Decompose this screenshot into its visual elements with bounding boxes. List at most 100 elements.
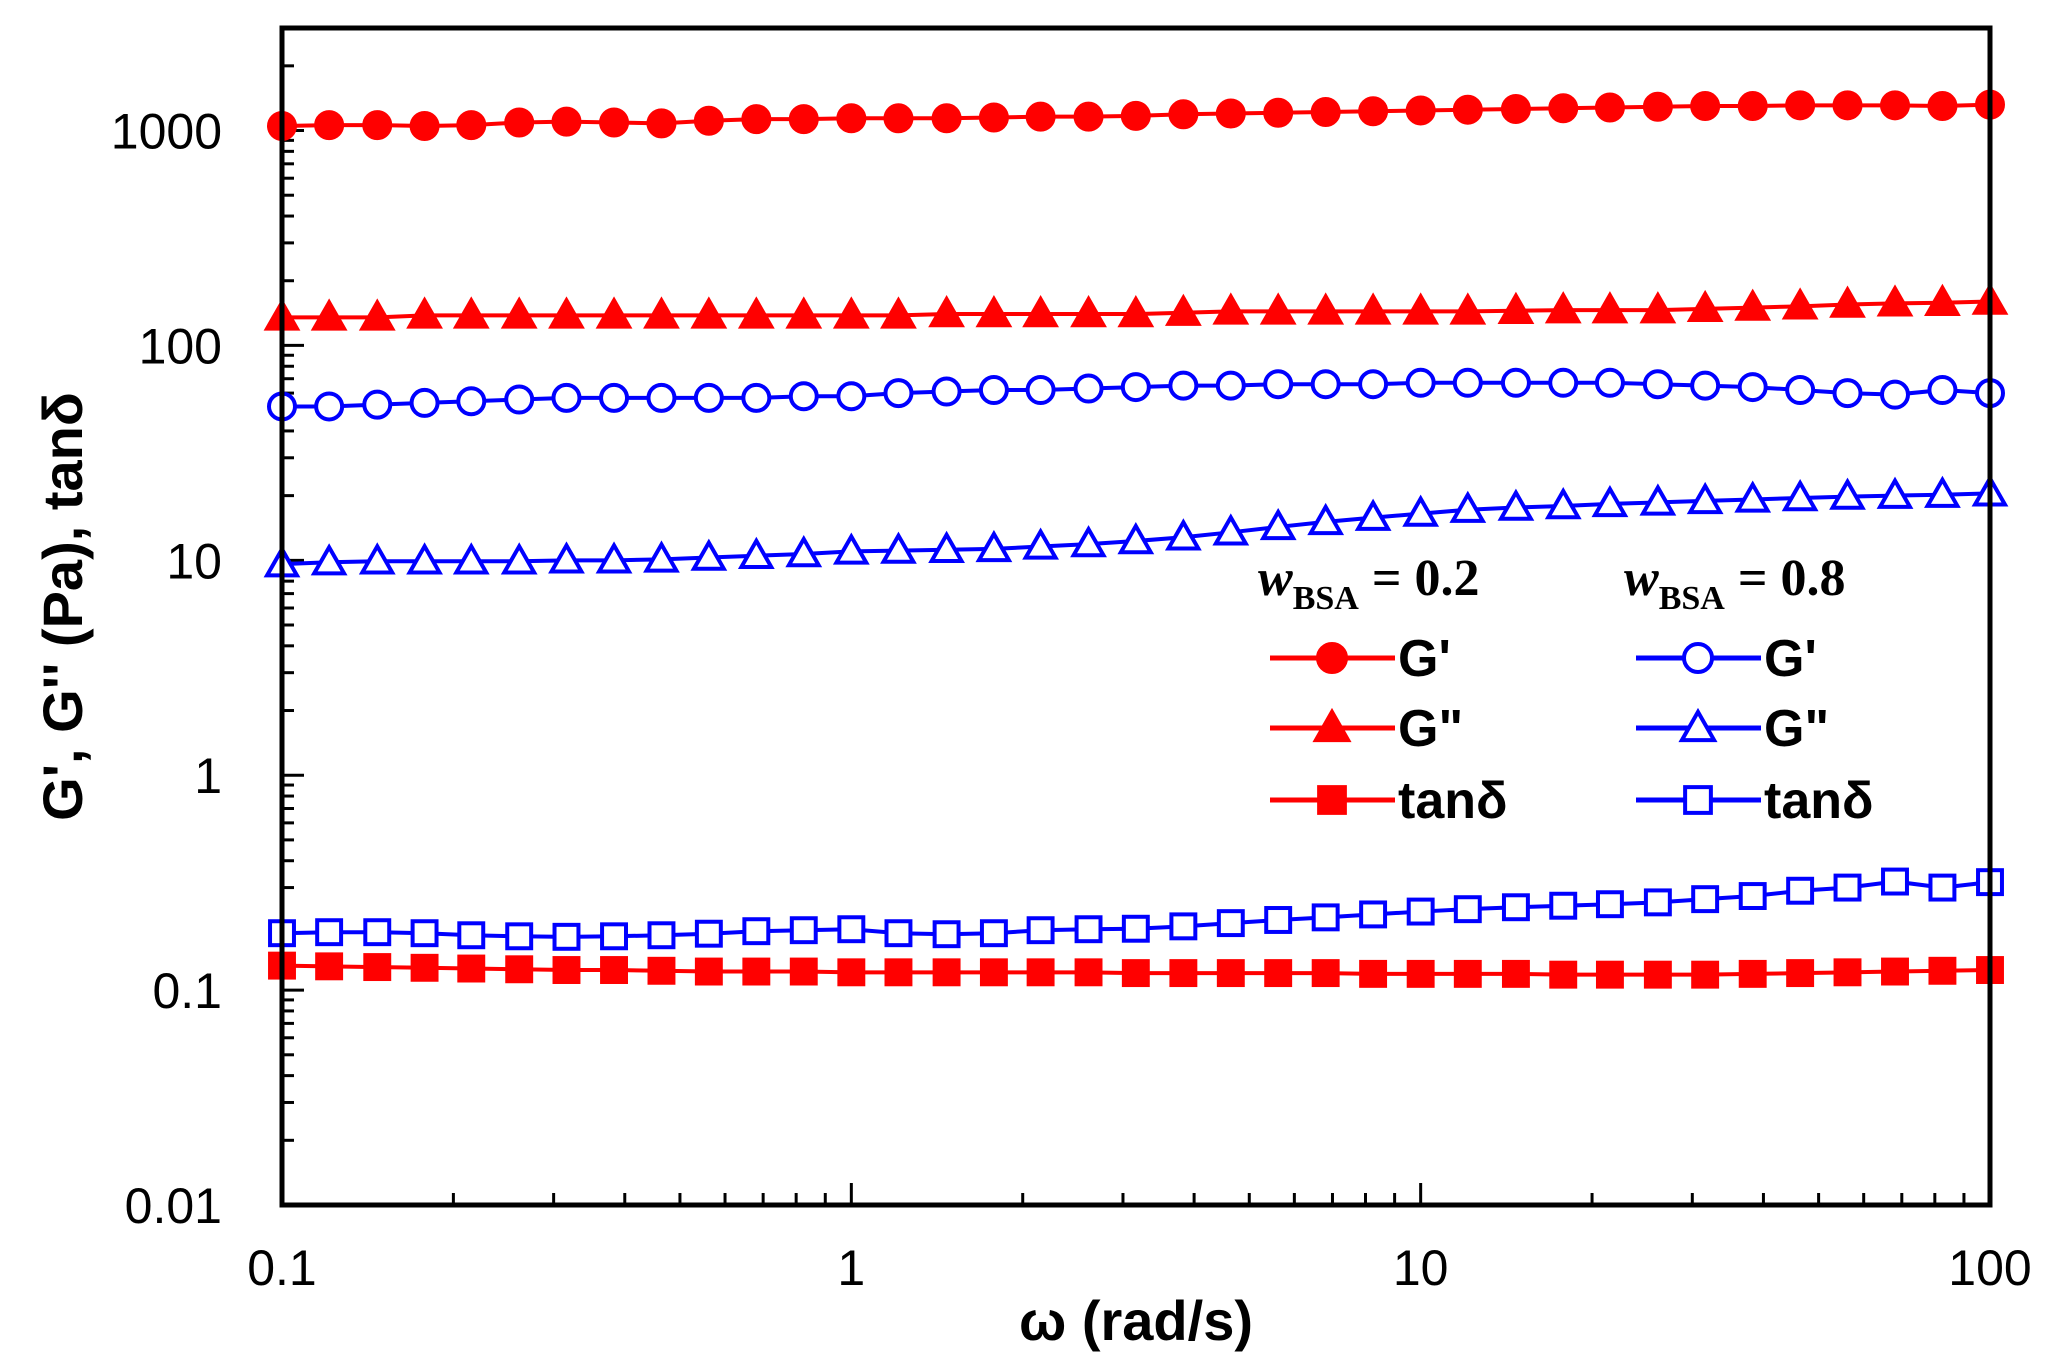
data-point <box>1263 369 1294 400</box>
data-point <box>409 110 440 141</box>
data-point <box>737 536 775 569</box>
data-point <box>1452 94 1483 125</box>
series-layer <box>263 89 2009 989</box>
data-point <box>1829 285 1866 318</box>
data-point <box>505 922 534 951</box>
data-point <box>1876 476 1914 509</box>
data-point <box>500 296 538 329</box>
data-point <box>1307 292 1345 325</box>
data-point <box>1595 960 1624 989</box>
data-point <box>1405 367 1436 398</box>
data-point <box>742 957 771 986</box>
y-tick-label: 1000 <box>111 104 222 160</box>
data-point <box>1738 882 1767 910</box>
legend-item: tanδ <box>1270 772 1508 830</box>
data-point <box>1880 379 1911 410</box>
series-0 <box>267 89 2005 141</box>
data-point <box>1168 99 1199 130</box>
data-point <box>1310 96 1341 127</box>
data-point <box>1215 98 1246 129</box>
data-point <box>1164 293 1202 326</box>
data-point <box>552 956 581 984</box>
data-point <box>1025 375 1056 406</box>
y-axis-title: G', G'' (Pa), tanδ <box>31 392 94 821</box>
data-point <box>1642 369 1673 400</box>
data-point <box>1594 92 1625 123</box>
data-point <box>1164 518 1202 551</box>
data-point <box>975 295 1013 328</box>
data-point <box>1452 367 1483 398</box>
data-point <box>1120 372 1151 403</box>
data-point <box>1549 960 1578 989</box>
legend-heading: wBSA = 0.8 <box>1624 550 1845 617</box>
data-point <box>406 542 443 575</box>
data-point <box>1402 292 1440 325</box>
data-point <box>1453 895 1482 924</box>
data-point <box>1216 959 1245 988</box>
data-point <box>1358 96 1389 127</box>
data-point <box>1026 916 1055 945</box>
data-point <box>1358 369 1389 400</box>
data-point <box>1738 959 1767 988</box>
data-point <box>1544 291 1582 324</box>
data-point <box>1359 900 1388 929</box>
data-point <box>599 107 630 138</box>
data-point <box>643 540 680 573</box>
data-point <box>457 954 486 983</box>
legend-marker <box>1317 785 1347 815</box>
data-point <box>1786 959 1815 988</box>
data-point <box>1215 370 1246 401</box>
data-point <box>1833 958 1862 987</box>
data-point <box>595 296 633 329</box>
data-point <box>694 919 723 948</box>
data-point <box>1927 91 1958 122</box>
data-point <box>452 542 490 575</box>
data-point <box>1022 527 1059 560</box>
data-point <box>1449 490 1487 523</box>
data-point <box>505 955 534 984</box>
series-2 <box>268 951 2004 989</box>
legend-label: G" <box>1764 700 1829 758</box>
data-point <box>693 382 724 413</box>
data-point <box>1832 90 1863 121</box>
data-point <box>1406 897 1435 926</box>
data-point <box>1307 502 1345 536</box>
data-point <box>1690 370 1721 401</box>
data-point <box>1594 367 1625 398</box>
data-point <box>1691 960 1720 989</box>
data-point <box>837 958 866 987</box>
data-point <box>410 919 439 948</box>
data-point <box>1074 915 1103 944</box>
data-point <box>595 541 633 574</box>
data-point <box>1311 903 1340 932</box>
data-point <box>1497 488 1535 521</box>
data-point <box>1402 494 1440 527</box>
data-point <box>452 296 490 329</box>
data-point <box>1168 370 1199 401</box>
data-point <box>1074 958 1103 987</box>
data-point <box>690 538 728 571</box>
series-1 <box>263 282 2009 331</box>
data-point <box>785 535 823 568</box>
data-point <box>1025 101 1056 132</box>
data-point <box>1354 498 1392 531</box>
data-point <box>1544 487 1582 520</box>
data-point <box>548 541 585 574</box>
data-point <box>1643 960 1672 989</box>
data-point <box>1026 958 1055 987</box>
data-point <box>789 916 818 945</box>
data-point <box>1781 479 1819 512</box>
data-point <box>1310 369 1341 400</box>
data-point <box>362 389 393 420</box>
x-tick-label: 10 <box>1393 1240 1449 1296</box>
data-point <box>647 921 676 950</box>
data-point <box>1591 484 1629 518</box>
data-point <box>1354 292 1392 325</box>
data-point <box>457 921 486 950</box>
data-point <box>1120 100 1151 131</box>
data-point <box>1549 891 1578 920</box>
data-point <box>1263 97 1294 128</box>
data-point <box>1500 367 1531 398</box>
data-point <box>1880 90 1911 121</box>
data-point <box>978 102 1009 133</box>
